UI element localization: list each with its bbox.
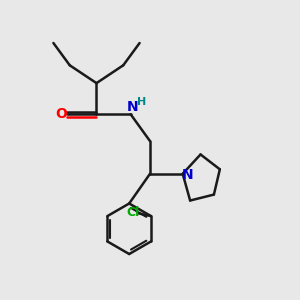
Text: Cl: Cl <box>126 206 139 219</box>
Text: H: H <box>137 97 147 107</box>
Text: N: N <box>126 100 138 114</box>
Text: N: N <box>182 168 194 182</box>
Text: O: O <box>56 107 68 121</box>
